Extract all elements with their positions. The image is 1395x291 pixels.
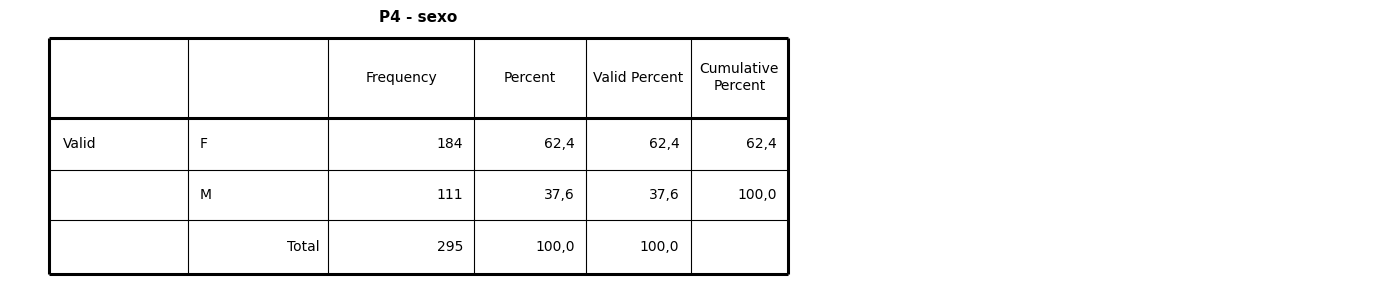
Text: 37,6: 37,6 xyxy=(649,188,679,202)
Text: Valid Percent: Valid Percent xyxy=(593,71,684,85)
Text: 100,0: 100,0 xyxy=(738,188,777,202)
Text: Percent: Percent xyxy=(504,71,557,85)
Text: Valid: Valid xyxy=(63,137,96,151)
Text: Total: Total xyxy=(287,239,319,254)
Text: M: M xyxy=(199,188,212,202)
Text: 62,4: 62,4 xyxy=(746,137,777,151)
Text: 184: 184 xyxy=(437,137,463,151)
Text: F: F xyxy=(199,137,208,151)
Text: 111: 111 xyxy=(437,188,463,202)
Text: P4 - sexo: P4 - sexo xyxy=(379,10,458,25)
Text: 295: 295 xyxy=(437,239,463,254)
Text: 100,0: 100,0 xyxy=(640,239,679,254)
Text: Cumulative
Percent: Cumulative Percent xyxy=(700,62,778,93)
Text: 62,4: 62,4 xyxy=(649,137,679,151)
Text: 100,0: 100,0 xyxy=(536,239,575,254)
Text: 62,4: 62,4 xyxy=(544,137,575,151)
Text: Frequency: Frequency xyxy=(365,71,437,85)
Text: 37,6: 37,6 xyxy=(544,188,575,202)
